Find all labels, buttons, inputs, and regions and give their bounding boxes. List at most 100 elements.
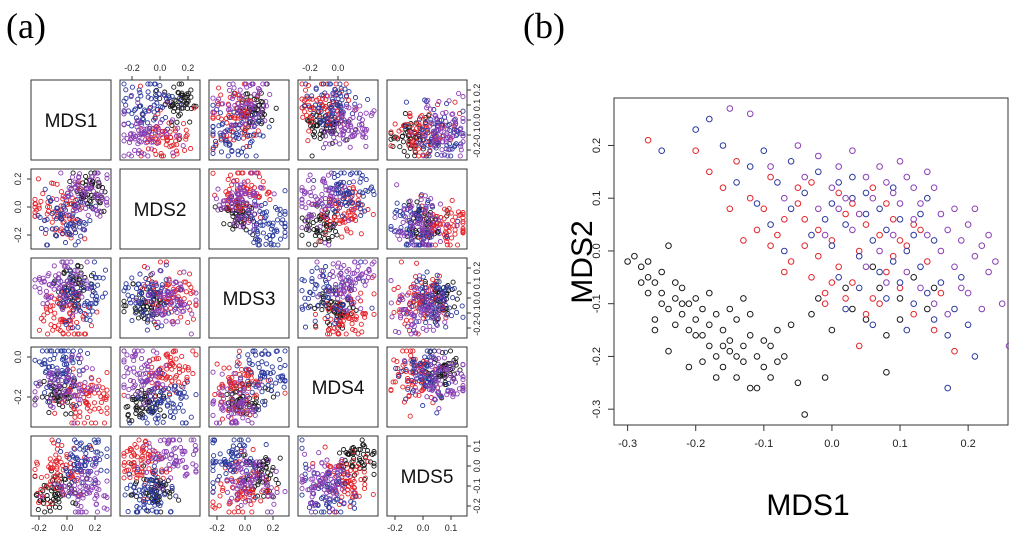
matrix-point <box>49 211 55 217</box>
matrix-point <box>407 198 413 204</box>
matrix-point <box>274 217 281 223</box>
matrix-point <box>157 259 163 265</box>
matrix-point <box>165 397 171 403</box>
matrix-point <box>362 259 368 265</box>
matrix-point <box>420 143 427 150</box>
matrix-point <box>69 220 75 226</box>
matrix-point <box>340 109 346 115</box>
matrix-point <box>180 143 186 149</box>
matrix-point <box>257 184 263 190</box>
matrix-point <box>210 499 216 505</box>
matrix-point <box>160 92 167 98</box>
matrix-point <box>36 327 42 333</box>
matrix-point <box>62 194 68 200</box>
matrix-point <box>210 170 216 176</box>
matrix-point <box>334 211 341 217</box>
matrix-point <box>315 227 321 233</box>
matrix-point <box>391 309 397 316</box>
matrix-point <box>213 420 220 426</box>
matrix-point <box>242 121 248 127</box>
matrix-point <box>183 136 189 142</box>
matrix-point <box>349 321 355 327</box>
matrix-point <box>354 268 360 274</box>
matrix-point <box>336 220 343 227</box>
matrix-point <box>173 98 179 104</box>
matrix-point <box>92 206 98 213</box>
matrix-point <box>229 190 235 196</box>
matrix-point <box>354 170 360 176</box>
matrix-point <box>434 133 440 139</box>
matrix-point <box>43 288 49 294</box>
matrix-point <box>121 309 127 315</box>
matrix-point <box>190 451 197 458</box>
matrix-point <box>95 177 101 183</box>
matrix-point <box>124 135 130 142</box>
matrix-point <box>38 198 44 204</box>
matrix-point <box>317 135 323 142</box>
matrix-point <box>104 453 110 460</box>
matrix-point <box>235 509 241 515</box>
matrix-point <box>353 217 359 223</box>
matrix-point <box>124 485 130 492</box>
matrix-point <box>56 322 62 328</box>
matrix-point <box>435 121 441 127</box>
matrix-point <box>42 509 48 515</box>
matrix-point <box>223 138 229 144</box>
matrix-point <box>245 418 251 424</box>
matrix-point <box>237 185 243 192</box>
matrix-point <box>340 219 346 225</box>
matrix-point <box>158 153 165 159</box>
matrix-point <box>248 116 254 122</box>
matrix-point <box>312 242 318 248</box>
matrix-point <box>218 149 225 155</box>
matrix-point <box>160 382 166 388</box>
matrix-point <box>327 218 333 225</box>
matrix-point <box>363 134 369 140</box>
matrix-point <box>365 96 371 103</box>
matrix-point <box>104 175 110 181</box>
matrix-point <box>417 123 423 129</box>
matrix-point <box>40 301 46 307</box>
matrix-point <box>149 507 155 513</box>
matrix-point <box>413 120 419 126</box>
matrix-point <box>335 96 341 102</box>
matrix-point <box>159 129 165 135</box>
matrix-point <box>351 286 357 293</box>
matrix-point <box>282 348 288 354</box>
matrix-point <box>405 124 411 130</box>
matrix-point <box>240 223 246 229</box>
matrix-point <box>330 269 336 275</box>
matrix-point <box>121 460 127 466</box>
matrix-point <box>306 104 313 110</box>
matrix-variable-label: MDS2 <box>134 200 187 221</box>
matrix-point <box>419 124 425 130</box>
matrix-point <box>256 194 263 200</box>
matrix-point <box>190 348 196 354</box>
matrix-point <box>347 198 353 204</box>
matrix-point <box>423 114 429 121</box>
matrix-point <box>448 153 454 159</box>
matrix-point <box>135 118 142 124</box>
matrix-point <box>227 128 233 134</box>
matrix-point <box>75 191 81 197</box>
matrix-point <box>320 122 326 128</box>
matrix-point <box>407 413 413 419</box>
matrix-point <box>389 314 395 320</box>
matrix-point <box>444 142 450 148</box>
matrix-point <box>101 391 107 397</box>
matrix-point <box>104 370 110 376</box>
matrix-point <box>85 414 91 421</box>
matrix-point <box>369 110 375 116</box>
matrix-point <box>102 290 108 296</box>
matrix-point <box>310 220 316 226</box>
matrix-point <box>434 152 440 158</box>
matrix-point <box>43 227 49 233</box>
matrix-point <box>251 239 257 246</box>
matrix-point <box>319 307 325 313</box>
matrix-point <box>101 420 108 426</box>
matrix-point <box>345 210 352 216</box>
matrix-point <box>219 371 225 377</box>
matrix-point <box>312 194 318 200</box>
matrix-point <box>316 102 322 108</box>
matrix-point <box>158 150 164 157</box>
